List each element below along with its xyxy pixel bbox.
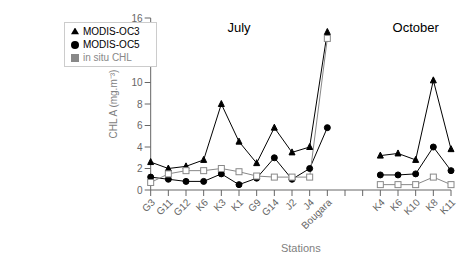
svg-text:14: 14 — [132, 34, 144, 45]
svg-text:July: July — [227, 20, 251, 35]
svg-text:K4: K4 — [370, 196, 387, 213]
svg-text:K3: K3 — [211, 196, 228, 213]
svg-text:K6: K6 — [194, 196, 211, 213]
svg-text:K1: K1 — [229, 196, 246, 213]
svg-text:Stations: Stations — [281, 242, 321, 254]
svg-text:G14: G14 — [260, 196, 281, 217]
svg-text:G11: G11 — [154, 196, 175, 217]
svg-text:12: 12 — [132, 56, 144, 67]
svg-text:J2: J2 — [283, 196, 299, 212]
svg-text:Bougara: Bougara — [299, 196, 334, 231]
svg-text:6: 6 — [137, 120, 143, 131]
svg-text:G12: G12 — [171, 196, 192, 217]
svg-text:0: 0 — [137, 185, 143, 196]
svg-text:CHL A (mg.m⁻³): CHL A (mg.m⁻³) — [108, 70, 119, 139]
svg-text:2: 2 — [137, 163, 143, 174]
svg-text:10: 10 — [132, 77, 144, 88]
svg-text:8: 8 — [137, 99, 143, 110]
svg-text:4: 4 — [137, 142, 143, 153]
svg-text:K8: K8 — [423, 196, 440, 213]
svg-text:K10: K10 — [402, 196, 423, 217]
svg-text:16: 16 — [132, 13, 144, 24]
svg-text:K11: K11 — [438, 196, 458, 216]
svg-text:October: October — [393, 20, 440, 35]
